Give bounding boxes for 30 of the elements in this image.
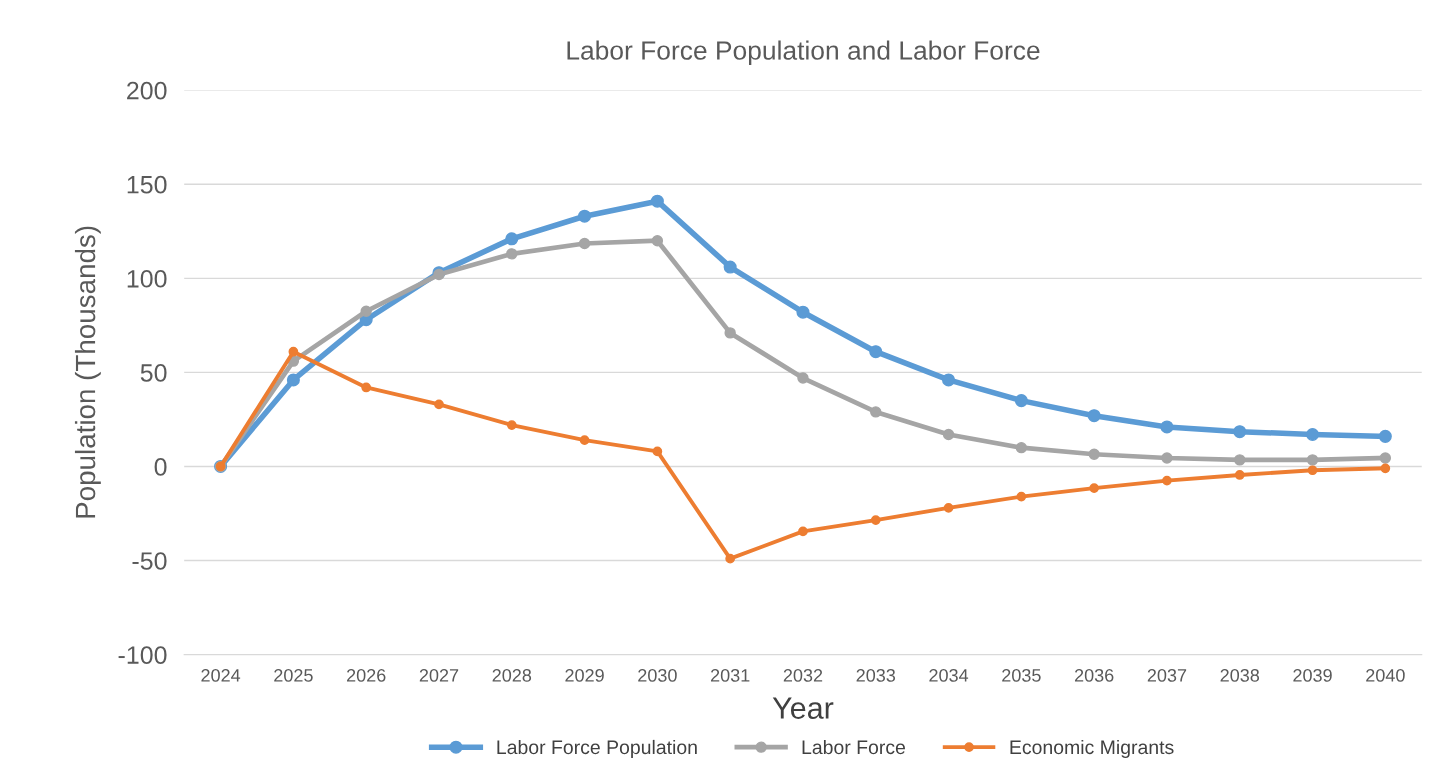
x-tick-label: 2027 (419, 669, 459, 682)
x-tick-label: 2025 (274, 669, 313, 682)
chart-title: Labor Force Population and Labor Force (567, 40, 1040, 66)
x-tick-label: 2039 (1293, 669, 1332, 682)
x-tick-label: 2033 (856, 669, 896, 682)
x-tick-label: 2026 (347, 669, 386, 682)
x-tick-label: 2038 (1220, 669, 1260, 682)
y-tick-label: 150 (127, 175, 167, 194)
y-tick-label: -100 (118, 646, 167, 664)
legend-label: Economic Migrants (1010, 739, 1174, 758)
y-tick-label: -50 (132, 552, 167, 570)
x-tick-label: 2036 (1074, 669, 1114, 682)
x-tick-label: 2035 (1002, 669, 1041, 682)
x-tick-label: 2028 (492, 669, 532, 682)
legend-label: Labor Force (802, 739, 905, 755)
x-tick-label: 2029 (565, 669, 604, 682)
y-tick-label: 0 (154, 458, 167, 476)
x-tick-label: 2040 (1366, 669, 1405, 682)
legend-label: Labor Force Population (497, 739, 697, 758)
y-axis-title: Population (Thousands) (74, 226, 101, 518)
x-tick-label: 2024 (201, 669, 241, 682)
x-tick-label: 2031 (710, 669, 750, 682)
x-tick-label: 2030 (638, 669, 677, 682)
x-tick-label: 2032 (783, 669, 823, 682)
x-tick-label: 2034 (929, 669, 969, 682)
y-tick-label: 50 (140, 364, 167, 382)
y-tick-label: 200 (127, 81, 167, 100)
x-tick-label: 2037 (1147, 669, 1187, 682)
y-tick-label: 100 (127, 269, 167, 288)
x-axis-title: Year (772, 697, 834, 719)
